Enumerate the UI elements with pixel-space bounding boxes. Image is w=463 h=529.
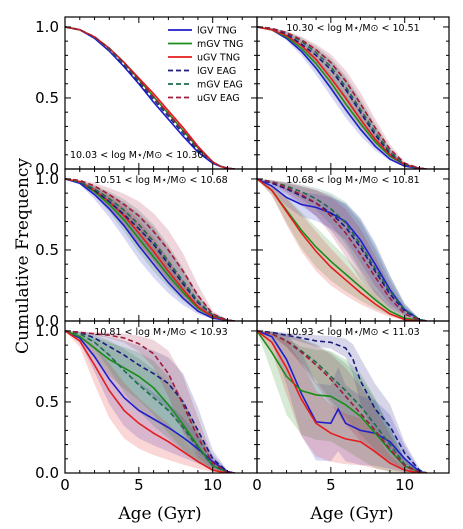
mass-range-label: 10.51 < log M⋆/M⊙ < 10.68	[94, 175, 227, 186]
band-lgv-tng	[65, 178, 235, 321]
legend-label-mgv-eag: mGV EAG	[197, 80, 243, 91]
x-tick-label: 5	[326, 476, 336, 494]
y-tick-label: 0.5	[35, 89, 59, 107]
x-axis-label-left: Age (Gyr)	[117, 504, 201, 524]
band-ugv-tng	[257, 330, 427, 473]
line-lgv-tng	[257, 178, 427, 321]
line-mgv-tng	[257, 26, 427, 169]
legend: lGV TNG mGV TNG uGV TNG lGV EAG mGV EAG uGV E…	[168, 26, 243, 104]
x-tick-label: 5	[134, 476, 144, 494]
band-ugv-tng	[257, 178, 427, 321]
series-group	[65, 26, 235, 169]
y-tick-label: 1.0	[35, 18, 59, 36]
y-tick-label: 1.0	[35, 322, 59, 340]
mass-range-label: 10.81 < log M⋆/M⊙ < 10.93	[94, 327, 227, 338]
line-mgv-eag	[257, 330, 427, 473]
panel-4: 10.68 < log M⋆/M⊙ < 10.81	[256, 168, 450, 322]
line-mgv-eag	[65, 330, 235, 473]
panel-2: 10.30 < log M⋆/M⊙ < 10.51	[256, 16, 450, 170]
line-ugv-eag	[65, 178, 235, 321]
panel-frame	[256, 320, 450, 474]
y-tick-label: 0.5	[35, 241, 59, 259]
y-tick-label: 0.0	[35, 312, 59, 330]
line-lgv-eag	[65, 330, 235, 473]
series-group	[257, 26, 427, 169]
legend-label-mgv-tng: mGV TNG	[197, 39, 243, 50]
series-group	[65, 330, 235, 473]
line-ugv-eag	[257, 330, 427, 473]
legend-label-ugv-tng: uGV TNG	[197, 53, 240, 64]
line-ugv-eag	[65, 330, 235, 473]
series-group	[257, 330, 428, 473]
y-axis-label: Cumulative Frequency	[13, 158, 33, 354]
panel-grid: 0.0 0.5 1.0 10.03 < log M⋆/M⊙ < 10.30 10.30 …	[35, 16, 450, 494]
band-group	[257, 178, 427, 321]
legend-label-lgv-tng: lGV TNG	[197, 26, 237, 37]
band-lgv-eag	[65, 178, 235, 321]
legend-label-ugv-eag: uGV EAG	[197, 93, 240, 104]
mass-range-label: 10.93 < log M⋆/M⊙ < 11.03	[286, 327, 419, 338]
line-ugv-eag	[257, 178, 427, 321]
panel-6: 0 5 10 10.93 < log M⋆/M⊙ < 11.03	[252, 320, 450, 494]
band-mgv-tng	[257, 178, 427, 321]
line-lgv-eag	[257, 330, 428, 473]
band-ugv-tng	[65, 330, 235, 473]
panel-5: 0.0 0.5 1.0 0 5 10 10.81 < log M⋆/M⊙ < 10.93	[35, 320, 258, 494]
mass-range-label: 10.03 < log M⋆/M⊙ < 10.30	[70, 150, 203, 161]
x-tick-label: 0	[252, 476, 262, 494]
band-group	[65, 178, 235, 321]
y-tick-label: 0.5	[35, 393, 59, 411]
mass-range-label: 10.30 < log M⋆/M⊙ < 10.51	[286, 23, 419, 34]
x-tick-label: 0	[60, 476, 70, 494]
band-mgv-eag	[65, 178, 235, 321]
legend-label-lgv-eag: lGV EAG	[197, 66, 236, 77]
line-ugv-eag	[65, 26, 235, 169]
y-tick-label: 0.0	[35, 160, 59, 178]
y-tick-label: 1.0	[35, 170, 59, 188]
mass-range-label: 10.68 < log M⋆/M⊙ < 10.81	[286, 175, 419, 186]
line-mgv-eag	[257, 178, 427, 321]
line-lgv-tng	[257, 330, 427, 473]
y-tick-label: 0.0	[35, 464, 59, 482]
band-ugv-tng	[65, 178, 235, 321]
panel-3: 0.0 0.5 1.0 10.51 < log M⋆/M⊙ < 10.68	[35, 168, 258, 330]
x-tick-label: 10	[203, 476, 222, 494]
band-mgv-tng	[65, 178, 235, 321]
x-axis-label-right: Age (Gyr)	[309, 504, 393, 524]
x-tick-label: 10	[395, 476, 414, 494]
